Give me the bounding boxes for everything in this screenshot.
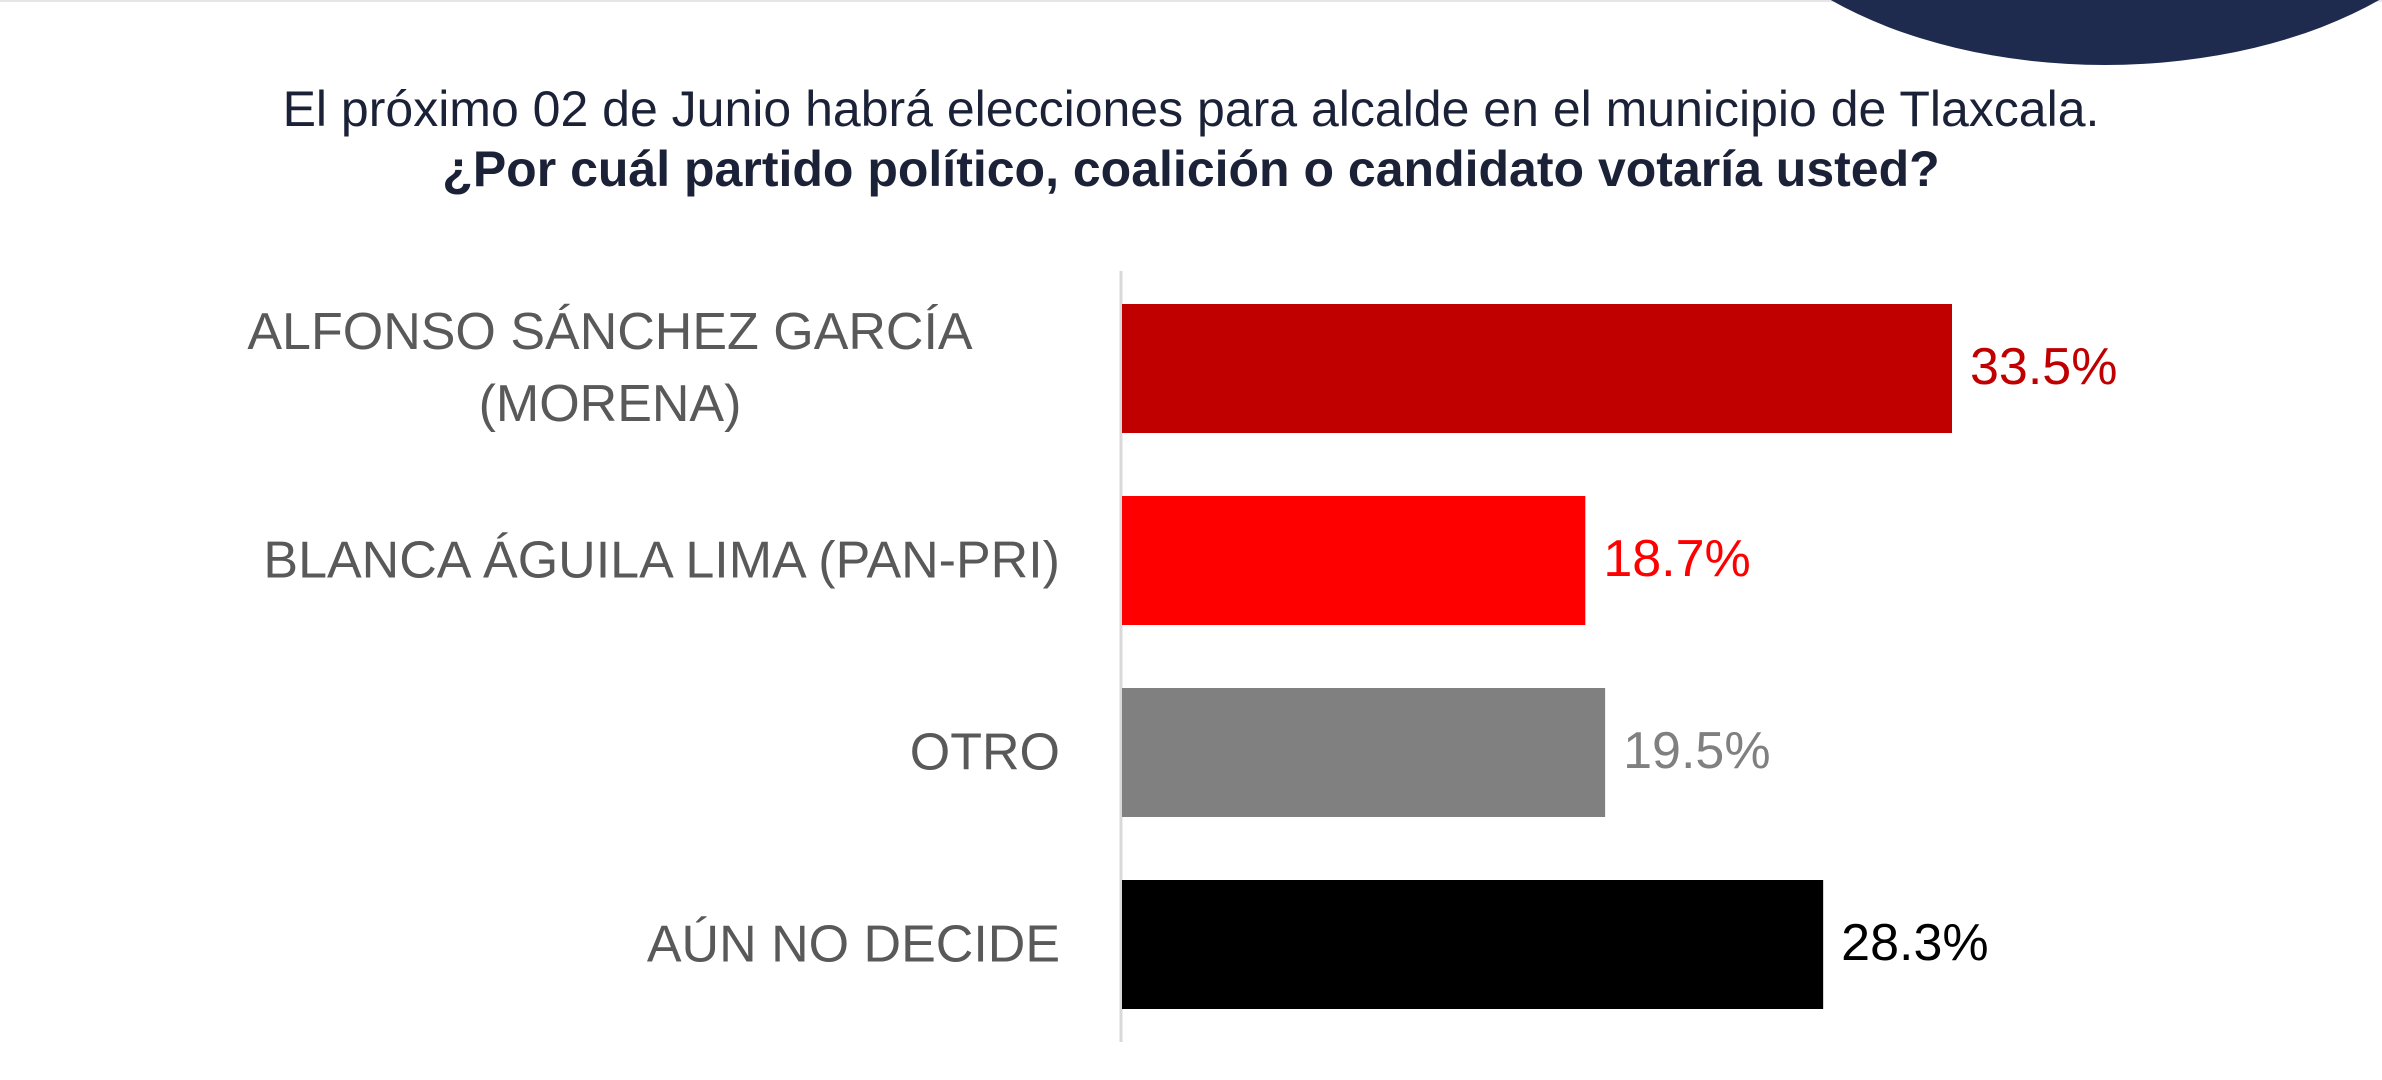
value-label: 19.5% xyxy=(1623,722,1770,780)
bar xyxy=(1122,304,1952,433)
bar xyxy=(1122,496,1586,625)
bar xyxy=(1122,688,1606,817)
category-label: ALFONSO SÁNCHEZ GARCÍA (MORENA) xyxy=(247,302,973,434)
chart-subtitle: ¿Por cuál partido político, coalición o … xyxy=(442,141,1940,197)
category-label: AÚN NO DECIDE xyxy=(646,915,1060,974)
chart-title: El próximo 02 de Junio habrá elecciones … xyxy=(282,81,2100,137)
category-label: OTRO xyxy=(909,723,1060,782)
corner-decoration xyxy=(1830,0,2380,65)
bar xyxy=(1122,880,1824,1009)
value-label: 33.5% xyxy=(1970,338,2117,396)
value-label: 18.7% xyxy=(1603,530,1750,588)
value-label: 28.3% xyxy=(1841,914,1988,972)
category-label: BLANCA ÁGUILA LIMA (PAN-PRI) xyxy=(263,531,1060,590)
